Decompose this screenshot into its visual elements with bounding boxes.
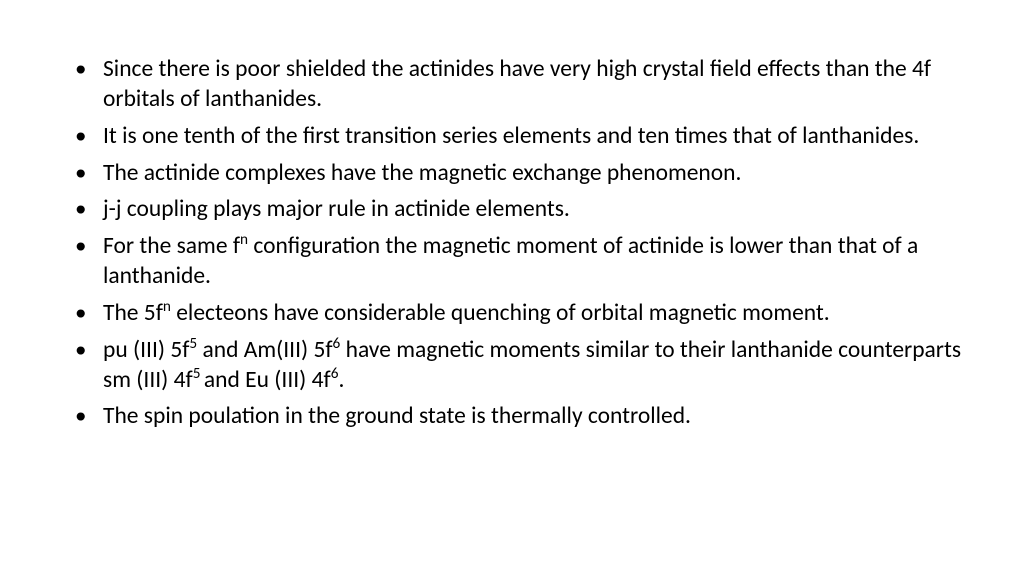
list-item: Since there is poor shielded the actinid… xyxy=(75,55,969,115)
bullet-list: Since there is poor shielded the actinid… xyxy=(75,55,969,432)
list-item: For the same fn configuration the magnet… xyxy=(75,232,969,292)
list-item: The spin poulation in the ground state i… xyxy=(75,402,969,432)
slide-container: Since there is poor shielded the actinid… xyxy=(0,0,1024,576)
list-item: The 5fn electeons have considerable quen… xyxy=(75,299,969,329)
list-item: j-j coupling plays major rule in actinid… xyxy=(75,195,969,225)
list-item: It is one tenth of the first transition … xyxy=(75,122,969,152)
list-item: pu (III) 5f5 and Am(III) 5f6 have magnet… xyxy=(75,336,969,396)
list-item: The actinide complexes have the magnetic… xyxy=(75,159,969,189)
